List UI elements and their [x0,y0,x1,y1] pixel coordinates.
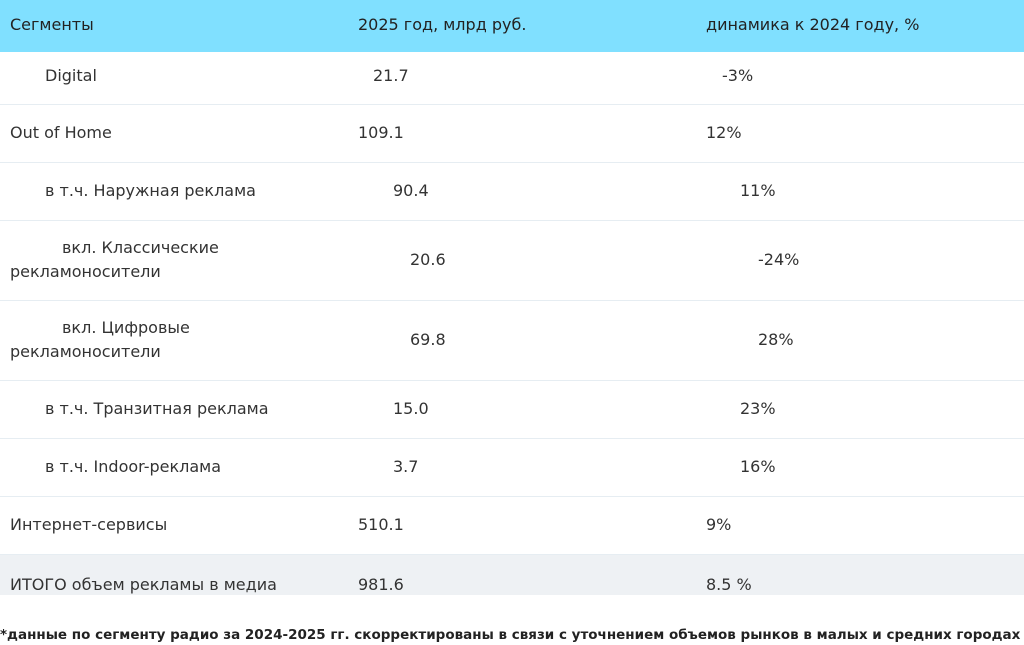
total-row: ИТОГО объем рекламы в медиа 981.6 8.5 % [0,555,1024,595]
cell: -24% [758,250,800,269]
cell: ИТОГО объем рекламы в медиа [10,575,277,594]
cell: вкл. Цифровые рекламоносители [10,318,190,361]
cell: 69.8 [410,330,446,349]
cell: 16% [740,457,776,476]
table-row: в т.ч. Наружная реклама 90.4 11% [0,162,1024,221]
table-row: в т.ч. Indoor-реклама 3.7 16% [0,438,1024,497]
cell: 15.0 [393,399,429,418]
header-cell: динамика к 2024 году, % [706,15,920,34]
footnote: *данные по сегменту радио за 2024-2025 г… [0,627,1021,643]
cell: Digital [45,66,97,85]
cell: в т.ч. Indoor-реклама [45,457,222,476]
cell: 981.6 [358,575,404,594]
cell: 21.7 [373,66,409,85]
cell: 28% [758,330,794,349]
cell: 3.7 [393,457,419,476]
cell: вкл. Классические рекламоносители [10,238,219,281]
cell: 9% [706,515,732,534]
header-cell: Сегменты [10,15,94,34]
cell: -3% [722,66,754,85]
cell: 90.4 [393,181,429,200]
cell: 11% [740,181,776,200]
cell: 12% [706,123,742,142]
table-row: вкл. Цифровые рекламоносители 69.8 28% [0,300,1024,381]
cell: Out of Home [10,123,112,142]
cell: в т.ч. Транзитная реклама [45,399,269,418]
table-row: в т.ч. Транзитная реклама 15.0 23% [0,380,1024,439]
table-row: Интернет-сервисы 510.1 9% [0,496,1024,555]
cell: 109.1 [358,123,404,142]
cell: 8.5 % [706,575,752,594]
cell: 23% [740,399,776,418]
table-row: вкл. Классические рекламоносители 20.6 -… [0,220,1024,301]
cell: Интернет-сервисы [10,515,168,534]
cell: в т.ч. Наружная реклама [45,181,256,200]
table-row: Out of Home 109.1 12% [0,104,1024,163]
table-row: Digital 21.7 -3% [0,52,1024,105]
cell: 510.1 [358,515,404,534]
header-cell: 2025 год, млрд руб. [358,15,527,34]
header-row: Сегменты 2025 год, млрд руб. динамика к … [0,0,1024,52]
cell: 20.6 [410,250,446,269]
